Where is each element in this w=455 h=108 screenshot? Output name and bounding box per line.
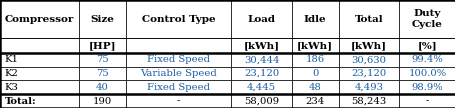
- Text: Duty
Cycle: Duty Cycle: [411, 9, 442, 29]
- Bar: [126, 80, 231, 94]
- Bar: [398, 67, 455, 80]
- Bar: [126, 53, 231, 67]
- Text: 4,445: 4,445: [247, 83, 276, 92]
- Text: 186: 186: [305, 55, 324, 64]
- Bar: [338, 80, 398, 94]
- Text: Total:: Total:: [5, 97, 36, 106]
- Text: Control Type: Control Type: [142, 15, 215, 24]
- Bar: [291, 0, 338, 38]
- Text: 100.0%: 100.0%: [408, 69, 445, 78]
- Bar: [231, 53, 291, 67]
- Text: 48: 48: [308, 83, 321, 92]
- Bar: [231, 80, 291, 94]
- Bar: [291, 67, 338, 80]
- Bar: [291, 53, 338, 67]
- Bar: [0, 38, 79, 53]
- Text: 23,120: 23,120: [350, 69, 385, 78]
- Text: Variable Speed: Variable Speed: [140, 69, 217, 78]
- Bar: [0, 94, 79, 108]
- Text: Compressor: Compressor: [5, 15, 74, 24]
- Bar: [0, 67, 79, 80]
- Bar: [398, 80, 455, 94]
- Text: -: -: [425, 97, 428, 106]
- Text: 190: 190: [92, 97, 112, 106]
- Bar: [231, 94, 291, 108]
- Text: [kWh]: [kWh]: [350, 41, 386, 50]
- Text: 23,120: 23,120: [243, 69, 278, 78]
- Bar: [338, 53, 398, 67]
- Text: 4,493: 4,493: [354, 83, 383, 92]
- Bar: [338, 67, 398, 80]
- Bar: [79, 0, 126, 38]
- Text: 75: 75: [96, 55, 109, 64]
- Text: 98.9%: 98.9%: [411, 83, 442, 92]
- Bar: [231, 0, 291, 38]
- Text: Size: Size: [90, 15, 114, 24]
- Bar: [398, 94, 455, 108]
- Bar: [79, 80, 126, 94]
- Text: [HP]: [HP]: [88, 41, 116, 50]
- Bar: [126, 0, 231, 38]
- Text: K2: K2: [5, 69, 18, 78]
- Text: K1: K1: [5, 55, 19, 64]
- Bar: [0, 0, 79, 38]
- Bar: [126, 38, 231, 53]
- Bar: [126, 94, 231, 108]
- Bar: [231, 38, 291, 53]
- Text: Total: Total: [354, 15, 382, 24]
- Text: [%]: [%]: [417, 41, 436, 50]
- Bar: [398, 53, 455, 67]
- Text: Fixed Speed: Fixed Speed: [147, 55, 210, 64]
- Bar: [79, 67, 126, 80]
- Bar: [398, 38, 455, 53]
- Text: [kWh]: [kWh]: [297, 41, 333, 50]
- Bar: [338, 94, 398, 108]
- Bar: [79, 94, 126, 108]
- Text: 30,444: 30,444: [243, 55, 279, 64]
- Bar: [338, 38, 398, 53]
- Bar: [291, 80, 338, 94]
- Text: Load: Load: [247, 15, 275, 24]
- Bar: [0, 80, 79, 94]
- Bar: [338, 0, 398, 38]
- Text: 234: 234: [305, 97, 324, 106]
- Text: Fixed Speed: Fixed Speed: [147, 83, 210, 92]
- Text: 30,630: 30,630: [350, 55, 385, 64]
- Bar: [0, 53, 79, 67]
- Bar: [291, 38, 338, 53]
- Bar: [398, 0, 455, 38]
- Bar: [291, 94, 338, 108]
- Bar: [231, 67, 291, 80]
- Text: 58,243: 58,243: [350, 97, 385, 106]
- Text: Idle: Idle: [303, 15, 326, 24]
- Text: [kWh]: [kWh]: [243, 41, 279, 50]
- Bar: [126, 67, 231, 80]
- Bar: [79, 53, 126, 67]
- Bar: [79, 38, 126, 53]
- Text: K3: K3: [5, 83, 18, 92]
- Text: 0: 0: [311, 69, 318, 78]
- Text: 75: 75: [96, 69, 109, 78]
- Text: -: -: [177, 97, 180, 106]
- Text: 40: 40: [96, 83, 109, 92]
- Text: 99.4%: 99.4%: [411, 55, 442, 64]
- Text: 58,009: 58,009: [243, 97, 278, 106]
